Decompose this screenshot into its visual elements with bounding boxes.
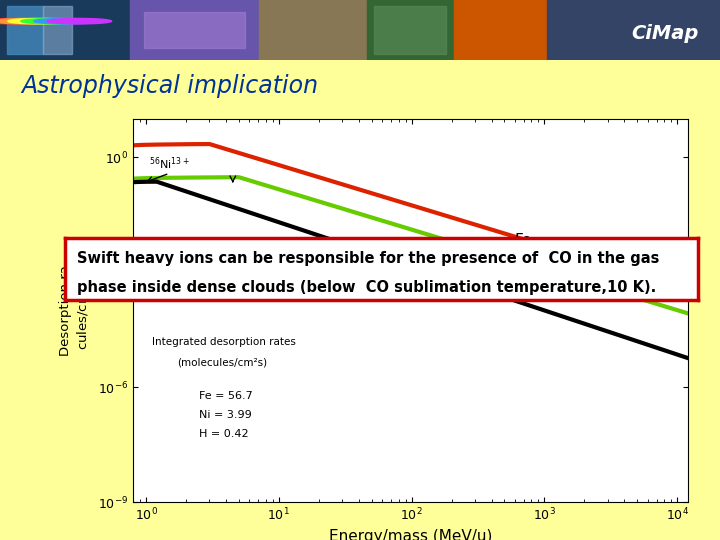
Y-axis label: Desorption ra
cules/cm$^2$s): Desorption ra cules/cm$^2$s) — [59, 265, 92, 356]
Text: Swift heavy ions can be responsible for the presence of  CO in the gas: Swift heavy ions can be responsible for … — [78, 251, 660, 266]
Circle shape — [0, 18, 47, 24]
Bar — [259, 0, 367, 60]
Bar — [130, 0, 259, 60]
Text: Astrophysical implication: Astrophysical implication — [22, 74, 318, 98]
Bar — [7, 6, 43, 55]
X-axis label: Energy/mass (MeV/u): Energy/mass (MeV/u) — [329, 529, 492, 540]
Text: Ni: Ni — [505, 280, 520, 295]
Bar — [454, 0, 547, 60]
Text: Fe = 56.7: Fe = 56.7 — [199, 391, 253, 401]
Text: (molecules/cm²s): (molecules/cm²s) — [176, 357, 267, 367]
Bar — [367, 0, 454, 60]
Circle shape — [8, 18, 73, 24]
Text: $^{56}$Ni$^{13+}$: $^{56}$Ni$^{13+}$ — [149, 155, 190, 172]
Text: Ni = 3.99: Ni = 3.99 — [199, 410, 252, 420]
Circle shape — [34, 18, 99, 24]
Bar — [547, 0, 720, 60]
Circle shape — [0, 18, 60, 24]
Text: Integrated desorption rates: Integrated desorption rates — [152, 338, 295, 347]
Text: H = 0.42: H = 0.42 — [199, 429, 248, 439]
Bar — [43, 6, 72, 55]
Text: CiMap: CiMap — [631, 24, 698, 43]
Text: phase inside dense clouds (below  CO sublimation temperature,10 K).: phase inside dense clouds (below CO subl… — [78, 280, 657, 295]
Circle shape — [47, 18, 112, 24]
Circle shape — [21, 18, 86, 24]
Bar — [374, 6, 446, 55]
Text: Fe: Fe — [515, 233, 532, 248]
Bar — [0, 0, 130, 60]
Bar — [144, 12, 245, 49]
